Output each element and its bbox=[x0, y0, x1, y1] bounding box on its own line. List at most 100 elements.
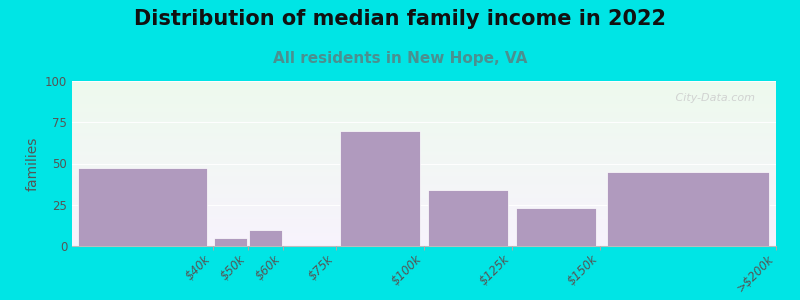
Bar bbox=[72, 129, 776, 130]
Bar bbox=[72, 155, 776, 157]
Text: City-Data.com: City-Data.com bbox=[665, 92, 755, 103]
Bar bbox=[72, 210, 776, 211]
Bar bbox=[72, 104, 776, 106]
Bar bbox=[72, 182, 776, 183]
Bar bbox=[72, 125, 776, 127]
Bar bbox=[72, 96, 776, 98]
Bar bbox=[72, 92, 776, 94]
Bar bbox=[72, 241, 776, 243]
Bar bbox=[72, 121, 776, 122]
Bar bbox=[72, 191, 776, 193]
Bar bbox=[72, 187, 776, 188]
Bar bbox=[339, 130, 421, 246]
Bar bbox=[72, 226, 776, 228]
Bar bbox=[72, 148, 776, 150]
Bar bbox=[72, 221, 776, 223]
Bar bbox=[72, 122, 776, 124]
Bar bbox=[72, 236, 776, 238]
Bar bbox=[72, 173, 776, 175]
Bar bbox=[72, 178, 776, 180]
Bar bbox=[72, 81, 776, 82]
Bar bbox=[72, 190, 776, 191]
Bar bbox=[72, 98, 776, 99]
Bar bbox=[72, 215, 776, 216]
Bar bbox=[72, 162, 776, 164]
Bar bbox=[72, 89, 776, 91]
Bar bbox=[72, 224, 776, 226]
Bar bbox=[72, 228, 776, 230]
Bar bbox=[72, 177, 776, 178]
Bar bbox=[72, 216, 776, 218]
Bar bbox=[72, 139, 776, 140]
Bar bbox=[72, 99, 776, 101]
Bar bbox=[72, 117, 776, 119]
Bar bbox=[72, 137, 776, 139]
Bar bbox=[72, 127, 776, 129]
Bar bbox=[72, 239, 776, 241]
Bar bbox=[72, 84, 776, 86]
Bar bbox=[72, 132, 776, 134]
Y-axis label: families: families bbox=[26, 136, 39, 191]
Bar bbox=[72, 112, 776, 114]
Bar bbox=[78, 168, 207, 246]
Bar bbox=[72, 165, 776, 167]
Bar bbox=[72, 172, 776, 173]
Bar bbox=[72, 220, 776, 221]
Bar bbox=[72, 233, 776, 235]
Bar bbox=[72, 235, 776, 236]
Bar bbox=[72, 88, 776, 89]
Bar bbox=[72, 230, 776, 231]
Bar bbox=[72, 160, 776, 162]
Bar bbox=[72, 167, 776, 168]
Bar bbox=[72, 134, 776, 135]
Bar bbox=[72, 193, 776, 195]
Bar bbox=[72, 158, 776, 160]
Bar bbox=[72, 101, 776, 102]
Bar bbox=[72, 130, 776, 132]
Bar bbox=[72, 168, 776, 170]
Bar bbox=[72, 188, 776, 190]
Bar bbox=[72, 124, 776, 125]
Bar bbox=[72, 213, 776, 215]
Bar bbox=[72, 157, 776, 158]
Bar bbox=[72, 94, 776, 96]
Bar bbox=[72, 205, 776, 206]
Bar bbox=[72, 107, 776, 109]
Bar bbox=[72, 111, 776, 112]
Bar bbox=[72, 170, 776, 172]
Text: Distribution of median family income in 2022: Distribution of median family income in … bbox=[134, 9, 666, 29]
Bar bbox=[72, 144, 776, 145]
Bar bbox=[72, 218, 776, 220]
Bar bbox=[515, 208, 597, 246]
Bar bbox=[427, 190, 509, 246]
Bar bbox=[72, 202, 776, 203]
Bar bbox=[72, 154, 776, 155]
Bar bbox=[72, 147, 776, 148]
Text: All residents in New Hope, VA: All residents in New Hope, VA bbox=[273, 51, 527, 66]
Bar bbox=[72, 206, 776, 208]
Bar bbox=[72, 164, 776, 165]
Bar bbox=[72, 223, 776, 224]
Bar bbox=[72, 231, 776, 233]
Bar bbox=[72, 145, 776, 147]
Bar bbox=[72, 114, 776, 116]
Bar bbox=[72, 91, 776, 92]
Bar bbox=[72, 185, 776, 187]
Bar bbox=[72, 196, 776, 198]
Bar bbox=[72, 243, 776, 244]
Bar bbox=[250, 230, 282, 246]
Bar bbox=[72, 102, 776, 104]
Bar bbox=[72, 198, 776, 200]
Bar bbox=[72, 116, 776, 117]
Bar bbox=[72, 152, 776, 154]
Bar bbox=[72, 195, 776, 196]
Bar bbox=[72, 86, 776, 88]
Bar bbox=[72, 238, 776, 239]
Bar bbox=[72, 175, 776, 177]
Bar bbox=[72, 183, 776, 185]
Bar bbox=[607, 172, 769, 246]
Bar bbox=[72, 208, 776, 210]
Bar bbox=[72, 200, 776, 202]
Bar bbox=[72, 150, 776, 152]
Bar bbox=[72, 142, 776, 144]
